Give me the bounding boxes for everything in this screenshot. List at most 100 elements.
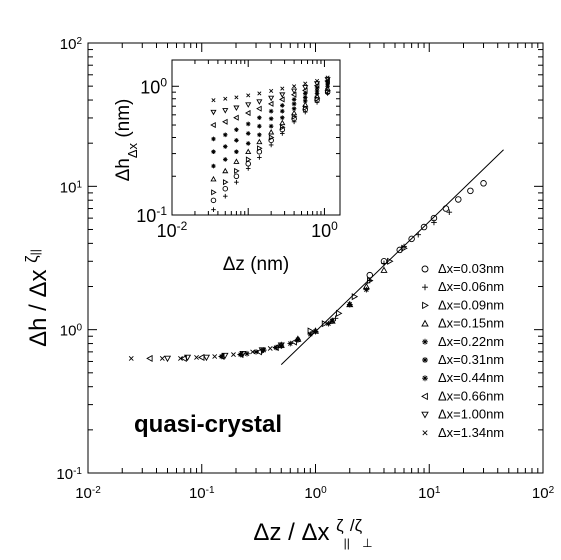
inset-tick-labels: 10-2 100 10-1 100 — [136, 75, 338, 241]
inset-data-point — [279, 119, 286, 126]
legend-marker — [421, 319, 429, 327]
inset-data-point — [245, 121, 251, 127]
main-data-point — [202, 354, 211, 362]
inset-data-point — [257, 91, 262, 96]
main-x-tick-label: 10-1 — [189, 485, 215, 503]
main-data-point — [325, 320, 332, 327]
main-axis-ticks — [87, 42, 544, 474]
main-x-axis-label-zeta: ζ — [336, 516, 344, 535]
inset-background — [172, 60, 340, 215]
inset-data-point — [222, 167, 229, 174]
main-x-axis-label-perp: ⊥ — [362, 536, 372, 550]
legend-label: Δx=0.09nm — [438, 297, 504, 312]
main-data-point — [431, 219, 437, 226]
legend-label: Δx=0.15nm — [438, 316, 504, 331]
inset-data-point — [222, 132, 228, 138]
main-data-point — [250, 349, 256, 355]
main-data-point — [420, 223, 428, 231]
legend-label: Δx=0.31nm — [438, 352, 504, 367]
inset-axis-ticks — [171, 60, 340, 216]
inset-chart: 10-2 100 10-1 100 Δz (nm) ΔhΔx (nm) — [113, 59, 341, 275]
inset-data-point — [314, 88, 320, 94]
inset-data-point — [233, 114, 239, 121]
main-data-point — [212, 354, 218, 359]
main-x-tick-label: 100 — [304, 485, 327, 503]
inset-data-point — [280, 103, 285, 108]
legend-marker — [422, 375, 428, 382]
inset-data-point — [222, 193, 228, 199]
inset-y-tick-label: 10-1 — [136, 204, 167, 226]
inset-data-point — [245, 102, 252, 108]
inset-data-point — [234, 149, 239, 155]
legend-label: Δx=1.00nm — [438, 407, 504, 422]
main-data-point — [336, 309, 343, 317]
inset-data-point — [222, 144, 228, 149]
main-y-axis-label-zeta: ζ — [22, 255, 41, 263]
main-y-tick-label: 101 — [60, 179, 83, 197]
legend-label: Δx=0.03nm — [438, 261, 504, 276]
inset-data-point — [234, 167, 240, 174]
main-data-point — [408, 235, 415, 243]
main-data-point — [218, 353, 225, 360]
main-data-point — [295, 336, 301, 343]
main-data-point — [446, 209, 453, 215]
inset-data-point — [257, 132, 262, 138]
main-data-point — [183, 354, 192, 362]
inset-data-point — [280, 131, 285, 136]
inset-y-tick-label: 100 — [140, 75, 167, 97]
main-data-point — [312, 328, 319, 335]
inset-y-axis-label-unit: (nm) — [113, 99, 134, 143]
main-data-point — [273, 344, 279, 351]
inset-data-point — [314, 100, 320, 105]
inset-data-point — [291, 88, 298, 95]
legend-label: Δx=0.66nm — [438, 388, 504, 403]
inset-data-point — [280, 124, 286, 131]
inset-data-point — [280, 86, 285, 91]
main-data-point — [221, 352, 229, 360]
inset-data-point — [280, 108, 285, 114]
main-data-point — [231, 352, 236, 358]
inset-data-point — [257, 155, 262, 160]
inset-data-point — [325, 75, 330, 80]
inset-data-point — [314, 91, 320, 96]
inset-data-point — [256, 99, 263, 105]
main-data-point — [442, 205, 450, 212]
inset-data-point — [222, 157, 228, 162]
legend-marker — [421, 392, 428, 401]
main-data-point — [146, 354, 153, 362]
main-data-point — [351, 293, 359, 301]
main-data-point — [396, 246, 403, 254]
main-data-point — [363, 286, 370, 293]
inset-data-point — [245, 131, 251, 136]
inset-data-point — [324, 85, 331, 91]
inset-data-point — [223, 96, 228, 101]
inset-data-point — [245, 161, 251, 167]
main-data-point — [401, 244, 408, 252]
main-x-axis-label-parallel: || — [344, 536, 350, 550]
main-data-point — [159, 356, 165, 361]
inset-y-axis-label-sub: Δx — [125, 142, 140, 158]
main-data-point — [332, 315, 339, 322]
main-x-tick-label: 10-2 — [75, 485, 101, 503]
main-y-tick-label: 10-1 — [56, 466, 82, 484]
inset-data-point — [291, 97, 297, 102]
inset-data-point — [222, 185, 229, 192]
inset-data-point — [257, 123, 262, 129]
inset-data-point — [222, 179, 229, 186]
legend-marker — [421, 265, 429, 273]
inset-data-point — [292, 84, 297, 89]
main-data-point — [480, 180, 487, 187]
inset-data-point — [268, 95, 275, 102]
main-x-axis-label-slash: / — [350, 516, 355, 535]
inset-data-point — [268, 128, 275, 135]
main-x-axis-label-zeta2: ζ — [355, 516, 363, 535]
main-x-tick-label: 102 — [532, 485, 555, 503]
main-data-point — [455, 196, 462, 203]
inset-data-point — [268, 134, 275, 141]
inset-data-point — [302, 109, 308, 115]
inset-data-point — [210, 175, 217, 182]
legend-label: Δx=0.44nm — [438, 370, 504, 385]
main-data-point — [258, 347, 266, 354]
inset-data-point — [233, 173, 240, 179]
main-data-point — [194, 355, 199, 360]
